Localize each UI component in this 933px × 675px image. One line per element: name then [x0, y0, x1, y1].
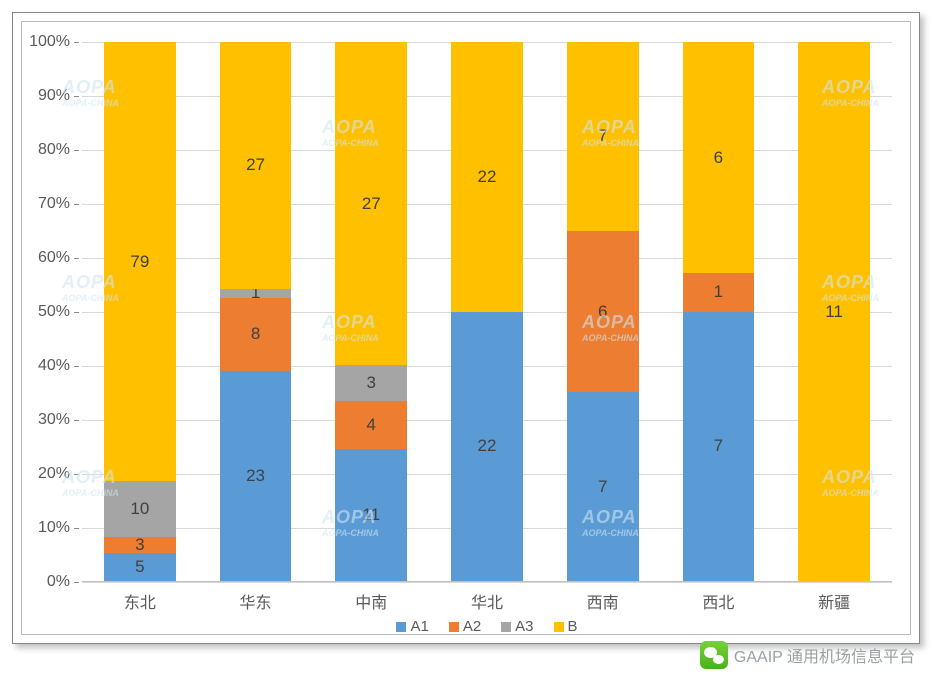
legend-item-A1: A1 — [396, 618, 428, 635]
plot: 0%10%20%30%40%50%60%70%80%90%100%531079东… — [82, 42, 892, 582]
y-axis-label: 10% — [38, 519, 70, 537]
bar-segment-A1: 7 — [567, 392, 639, 581]
x-axis-label: 华东 — [240, 589, 272, 613]
bar-segment-B: 11 — [798, 42, 870, 581]
bar-column: 238127华东 — [220, 42, 292, 581]
bar-column: 114327中南 — [335, 42, 407, 581]
y-tick — [74, 258, 79, 259]
bar-segment-A1: 23 — [220, 371, 292, 581]
y-tick — [74, 204, 79, 205]
legend-label: A2 — [463, 618, 481, 635]
bar-segment-A2: 3 — [104, 537, 176, 554]
bar-segment-A3: 3 — [335, 365, 407, 401]
legend-label: B — [568, 618, 578, 635]
bar-column: 2222华北 — [451, 42, 523, 581]
bar-segment-A1: 5 — [104, 553, 176, 581]
legend-swatch — [449, 622, 459, 632]
wechat-icon — [700, 641, 728, 669]
legend-swatch — [501, 622, 511, 632]
chart-frame-inner: 0%10%20%30%40%50%60%70%80%90%100%531079东… — [21, 21, 911, 635]
y-axis-label: 70% — [38, 195, 70, 213]
y-axis-label: 40% — [38, 357, 70, 375]
y-axis-label: 100% — [29, 33, 70, 51]
y-axis-label: 90% — [38, 87, 70, 105]
x-axis-label: 新疆 — [818, 589, 850, 613]
x-axis-label: 东北 — [124, 589, 156, 613]
bar-segment-A1: 11 — [335, 449, 407, 581]
legend-label: A3 — [515, 618, 533, 635]
bar-segment-A3: 10 — [104, 481, 176, 537]
bar-column: 716西北 — [683, 42, 755, 581]
bar-segment-B: 27 — [335, 42, 407, 365]
y-axis-label: 50% — [38, 303, 70, 321]
bar-segment-A1: 22 — [451, 312, 523, 582]
bar-column: 531079东北 — [104, 42, 176, 581]
y-tick — [74, 528, 79, 529]
y-tick — [74, 42, 79, 43]
footer-text: GAAIP 通用机场信息平台 — [734, 643, 915, 667]
bar-segment-A2: 1 — [683, 273, 755, 312]
bar-segment-B: 27 — [220, 42, 292, 289]
y-tick — [74, 582, 79, 583]
bar-segment-A3: 1 — [220, 289, 292, 298]
y-axis-label: 80% — [38, 141, 70, 159]
gridline — [82, 582, 892, 583]
bar-segment-A2: 8 — [220, 298, 292, 371]
y-tick — [74, 474, 79, 475]
x-axis-label: 华北 — [471, 589, 503, 613]
bar-segment-A2: 4 — [335, 401, 407, 449]
x-axis-label: 中南 — [355, 589, 387, 613]
x-axis-label: 西北 — [702, 589, 734, 613]
chart-frame-outer: 0%10%20%30%40%50%60%70%80%90%100%531079东… — [12, 12, 920, 644]
legend: A1 A2 A3 B — [82, 618, 892, 635]
footer-brand: GAAIP 通用机场信息平台 — [700, 641, 915, 669]
bar-segment-A2: 6 — [567, 231, 639, 393]
y-axis-label: 60% — [38, 249, 70, 267]
y-tick — [74, 366, 79, 367]
bar-segment-B: 7 — [567, 42, 639, 231]
y-axis-label: 30% — [38, 411, 70, 429]
bar-column: 11新疆 — [798, 42, 870, 581]
chart-plot-area: 0%10%20%30%40%50%60%70%80%90%100%531079东… — [82, 42, 892, 582]
y-tick — [74, 420, 79, 421]
y-axis-label: 0% — [47, 573, 70, 591]
y-tick — [74, 150, 79, 151]
legend-swatch — [554, 622, 564, 632]
bar-segment-A1: 7 — [683, 312, 755, 582]
bar-segment-B: 22 — [451, 42, 523, 312]
y-axis-label: 20% — [38, 465, 70, 483]
legend-item-A3: A3 — [501, 618, 533, 635]
y-tick — [74, 312, 79, 313]
bar-segment-B: 79 — [104, 42, 176, 481]
y-tick — [74, 96, 79, 97]
bar-segment-B: 6 — [683, 42, 755, 273]
legend-item-A2: A2 — [449, 618, 481, 635]
legend-item-B: B — [554, 618, 578, 635]
legend-label: A1 — [410, 618, 428, 635]
legend-swatch — [396, 622, 406, 632]
x-axis-label: 西南 — [587, 589, 619, 613]
bar-column: 767西南 — [567, 42, 639, 581]
